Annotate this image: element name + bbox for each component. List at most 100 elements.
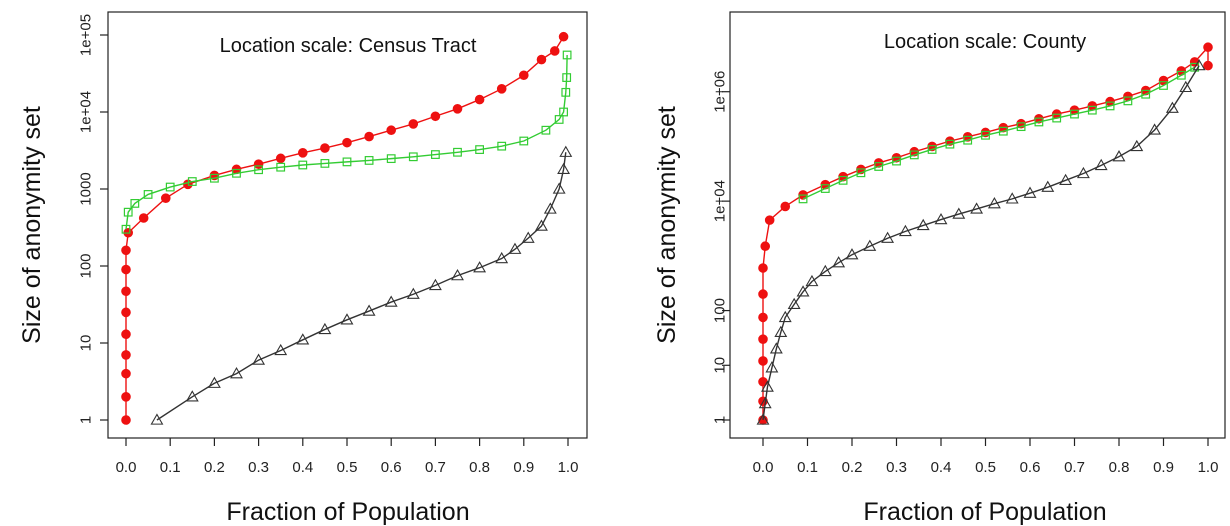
data-point	[765, 361, 779, 373]
data-point	[473, 261, 487, 273]
data-point	[1192, 59, 1206, 71]
data-point	[340, 313, 354, 325]
x-axis: 0.0 0.1 0.2 0.3 0.4 0.5 0.6 0.7 0.8 0.9 1.0	[116, 438, 579, 476]
data-point	[927, 145, 937, 154]
data-point	[298, 148, 308, 158]
x-tick-label: 0.9	[1153, 459, 1174, 476]
data-point	[764, 215, 775, 225]
data-point	[408, 119, 419, 129]
data-point	[342, 137, 352, 148]
data-point	[274, 343, 288, 356]
data-point	[451, 269, 464, 281]
data-point	[787, 297, 801, 310]
data-point	[475, 145, 484, 154]
data-point	[496, 84, 507, 94]
y-tick-label: 1	[78, 416, 95, 424]
data-point	[1165, 101, 1179, 113]
x-tick-label: 0.1	[160, 459, 181, 476]
data-point	[362, 304, 376, 316]
data-point	[1203, 60, 1213, 71]
y-tick-label: 1e+04	[712, 180, 729, 222]
y-axis: 1 10 100 1e+04 1e+06	[712, 71, 730, 424]
data-point	[798, 194, 808, 204]
data-point	[760, 241, 771, 252]
data-point	[121, 307, 131, 318]
x-tick-label: 0.7	[425, 459, 446, 476]
data-point	[1087, 105, 1097, 115]
data-point	[1179, 80, 1193, 93]
data-point	[863, 239, 877, 251]
y-tick-label: 1e+06	[712, 71, 729, 113]
y-tick-label: 10	[712, 357, 729, 374]
data-point	[150, 413, 164, 425]
data-point	[521, 231, 535, 243]
x-tick-label: 0.0	[753, 459, 774, 476]
data-point	[758, 289, 768, 299]
data-point	[430, 111, 441, 122]
data-point	[160, 193, 171, 203]
y-tick-label: 1000	[78, 172, 95, 205]
data-point	[758, 263, 768, 273]
data-point	[1203, 42, 1213, 53]
data-point	[856, 168, 866, 178]
data-point	[121, 224, 131, 234]
x-tick-label: 0.5	[337, 459, 358, 476]
chart-title: Location scale: Census Tract	[220, 35, 477, 57]
series-line	[125, 36, 565, 420]
series-layer	[121, 31, 573, 425]
data-point	[1105, 101, 1115, 111]
data-point	[987, 197, 1001, 209]
data-point	[1005, 192, 1019, 204]
x-tick-label: 0.2	[842, 459, 863, 476]
data-point	[536, 54, 547, 65]
data-point	[909, 150, 919, 160]
data-point	[952, 207, 966, 219]
data-point	[535, 219, 548, 231]
data-point	[549, 46, 560, 56]
data-point	[758, 312, 768, 323]
data-point	[320, 159, 330, 168]
data-point	[970, 202, 984, 214]
data-point	[121, 368, 131, 379]
y-tick-label: 1e+05	[78, 14, 95, 56]
data-point	[364, 156, 374, 165]
series-layer	[756, 42, 1213, 425]
y-axis-title: Size of anonymity set	[18, 106, 46, 344]
data-point	[758, 396, 772, 409]
chart-title: Location scale: County	[884, 31, 1086, 53]
data-point	[558, 31, 569, 42]
data-point	[559, 107, 568, 117]
x-tick-label: 1.0	[1198, 459, 1219, 476]
data-point	[364, 131, 374, 142]
data-point	[253, 159, 264, 169]
data-point	[554, 115, 564, 124]
data-point	[557, 162, 571, 175]
y-tick-label: 100	[712, 298, 729, 323]
data-point	[138, 213, 149, 223]
data-point	[519, 136, 529, 146]
data-point	[121, 415, 131, 425]
data-point	[561, 87, 571, 97]
data-point	[820, 184, 830, 193]
x-tick-label: 0.1	[797, 459, 818, 476]
data-point	[121, 245, 131, 256]
y-axis: 1 10 100 1000 1e+04 1e+05	[78, 14, 108, 424]
data-point	[559, 145, 573, 157]
data-point	[275, 153, 286, 164]
data-point	[384, 295, 398, 307]
y-axis-title: Size of anonymity set	[653, 106, 681, 344]
data-point	[123, 207, 133, 217]
plot-frame	[107, 11, 588, 439]
x-tick-label: 1.0	[558, 459, 579, 476]
data-point	[934, 212, 948, 225]
x-tick-label: 0.8	[1109, 459, 1130, 476]
data-point	[761, 380, 774, 392]
data-point	[276, 162, 286, 172]
data-point	[406, 287, 420, 299]
data-point	[981, 130, 990, 140]
data-point	[121, 286, 131, 297]
y-tick-label: 10	[78, 335, 95, 352]
data-point	[431, 150, 440, 159]
data-point	[758, 356, 768, 366]
data-point	[1123, 96, 1133, 106]
